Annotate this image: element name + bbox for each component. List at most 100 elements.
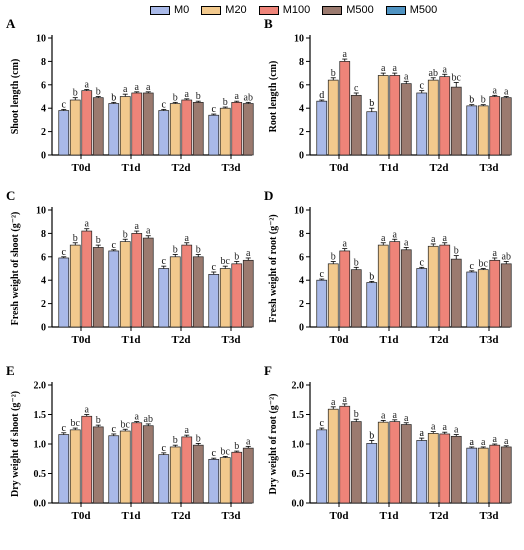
y-tick-label-a: 8: [41, 57, 46, 68]
x-tick-label-f: T1d: [380, 510, 399, 522]
significance-letter: b: [196, 433, 201, 444]
significance-letter: b: [73, 88, 78, 99]
bar: [108, 103, 120, 156]
legend-swatch-m100-coral: [258, 5, 279, 15]
significance-letter: a: [393, 410, 398, 421]
bar: [181, 244, 193, 328]
bar: [119, 96, 131, 156]
bar: [389, 421, 401, 504]
bar: [416, 268, 428, 328]
bar: [158, 110, 170, 156]
significance-letter: d: [319, 90, 324, 101]
significance-letter: b: [173, 435, 178, 446]
y-tick-label-d: 2: [299, 299, 304, 310]
significance-letter: b: [223, 97, 228, 108]
bar: [58, 434, 70, 504]
significance-letter: c: [320, 269, 325, 280]
legend-item-m20: M20: [201, 4, 247, 16]
significance-letter: ab: [502, 251, 511, 262]
y-tick-label-c: 2: [41, 299, 46, 310]
significance-letter: b: [234, 441, 239, 452]
y-axis-label-d: Fresh weight of root (g⁻²): [268, 214, 279, 322]
x-tick-label-b: T1d: [380, 162, 399, 174]
significance-letter: b: [331, 251, 336, 262]
significance-letter: a: [493, 248, 498, 259]
significance-letter: a: [404, 413, 409, 424]
significance-letter: b: [354, 257, 359, 268]
bar: [142, 92, 154, 156]
bar: [400, 424, 412, 504]
x-tick-label-a: T1d: [122, 162, 141, 174]
significance-letter: a: [246, 436, 251, 447]
bar: [58, 257, 70, 328]
significance-letter: a: [123, 84, 128, 95]
bar: [389, 75, 401, 156]
significance-letter: ab: [244, 92, 253, 103]
significance-letter: c: [354, 83, 359, 94]
bar: [366, 111, 378, 156]
significance-letter: b: [96, 415, 101, 426]
significance-letter: a: [381, 63, 386, 74]
significance-letter: a: [135, 221, 140, 232]
significance-letter: ab: [144, 414, 153, 425]
x-tick-label-a: T0d: [72, 162, 91, 174]
x-tick-label-a: T2d: [172, 162, 191, 174]
bar: [92, 247, 104, 328]
y-axis-label-f: Dry weight of root (g⁻²): [268, 394, 279, 495]
significance-letter: a: [404, 71, 409, 82]
panel-letter-d: D: [264, 188, 273, 203]
bar: [350, 269, 362, 328]
significance-letter: c: [212, 448, 217, 459]
significance-letter: a: [420, 428, 425, 439]
bar: [450, 435, 462, 504]
y-tick-label-b: 6: [299, 80, 304, 91]
bar: [92, 97, 104, 156]
legend-label-m100-second: M500: [346, 4, 374, 16]
significance-letter: a: [381, 233, 386, 244]
y-tick-label-f: 0.5: [292, 469, 305, 480]
x-tick-label-c: T2d: [172, 334, 191, 346]
significance-letter: a: [343, 394, 348, 405]
y-tick-label-e: 2.0: [34, 381, 47, 392]
bar: [450, 258, 462, 328]
significance-letter: b: [369, 271, 374, 282]
bar: [208, 458, 220, 504]
x-tick-label-c: T0d: [72, 334, 91, 346]
significance-letter: c: [320, 418, 325, 429]
x-tick-label-a: T3d: [222, 162, 241, 174]
legend-item-m500: M500: [385, 4, 437, 16]
bar: [477, 269, 489, 328]
significance-letter: a: [443, 64, 448, 75]
significance-letter: b: [173, 92, 178, 103]
bar: [466, 447, 478, 504]
legend-swatch-m0: [150, 5, 170, 15]
y-tick-label-b: 8: [299, 57, 304, 68]
bar: [108, 435, 120, 504]
significance-letter: a: [431, 234, 436, 245]
significance-letter: a: [85, 219, 90, 230]
y-tick-label-c: 4: [41, 276, 46, 287]
significance-letter: b: [196, 244, 201, 255]
bar: [400, 83, 412, 156]
significance-letter: a: [443, 233, 448, 244]
bar: [219, 457, 231, 504]
significance-letter: c: [162, 99, 167, 110]
significance-letter: c: [212, 262, 217, 273]
bar: [339, 61, 351, 156]
y-tick-label-e: 0.5: [34, 469, 47, 480]
y-tick-label-a: 2: [41, 127, 46, 138]
bar: [142, 425, 154, 504]
bar: [350, 94, 362, 156]
bar: [339, 250, 351, 328]
significance-letter: c: [62, 423, 67, 434]
y-tick-label-e: 1.5: [34, 410, 47, 421]
significance-letter: b: [123, 229, 128, 240]
bar: [108, 250, 120, 328]
bar: [219, 107, 231, 156]
x-tick-label-f: T0d: [330, 510, 349, 522]
significance-letter: bc: [121, 419, 131, 430]
y-axis-label-a: Shoot length (cm): [10, 59, 21, 135]
x-tick-label-f: T3d: [480, 510, 499, 522]
y-tick-label-f: 0.0: [292, 499, 305, 510]
bar: [316, 279, 328, 328]
